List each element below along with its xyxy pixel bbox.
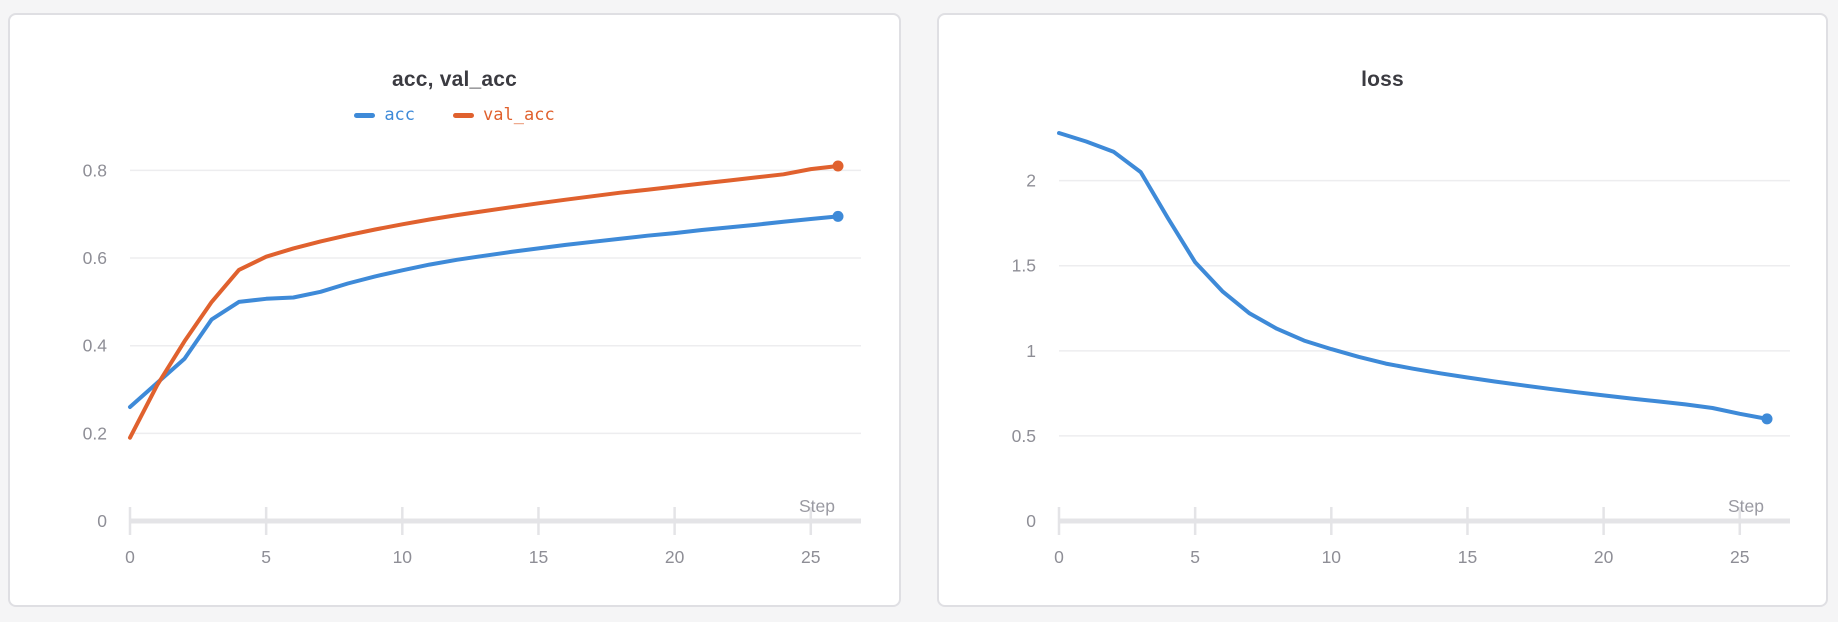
chart-canvas-acc-val-acc[interactable]: 0 0.2 0.4 0.6 0.8 0 5 10 15 20 25 Step — [10, 15, 899, 605]
x-tick-label-25: 25 — [801, 547, 820, 567]
legend-swatch-acc — [354, 112, 376, 118]
series-endpoint-dot-val_acc[interactable] — [832, 160, 844, 172]
y-tick-label-0: 0 — [1026, 511, 1036, 531]
x-tick-label-15: 15 — [1458, 547, 1477, 567]
y-tick-label-1.5: 1.5 — [1012, 256, 1036, 276]
y-tick-label-0.5: 0.5 — [1012, 426, 1036, 446]
chart-title: acc, val_acc — [391, 68, 518, 91]
x-axis-label: Step — [799, 496, 835, 516]
chart-title: loss — [1361, 68, 1404, 91]
y-tick-label-0: 0 — [97, 511, 107, 531]
series-line-loss[interactable] — [1057, 131, 1769, 421]
x-tick-label-10: 10 — [1322, 547, 1342, 567]
x-axis-label: Step — [1728, 496, 1764, 516]
legend-label: val_acc — [483, 105, 555, 125]
y-tick-label-0.4: 0.4 — [83, 336, 108, 356]
legend-swatch-val_acc — [453, 112, 475, 118]
series-line-acc[interactable] — [128, 214, 840, 409]
x-axis-bar — [1059, 518, 1790, 524]
y-tick-label-1: 1 — [1026, 341, 1036, 361]
x-tick-label-15: 15 — [529, 547, 548, 567]
x-tick-label-25: 25 — [1730, 547, 1749, 567]
chart-panel-acc-val-acc: acc, val_acc acc val_acc 0 0.2 0.4 0.6 0.8 0 5 1… — [8, 13, 901, 607]
chart-legend: acc val_acc — [10, 103, 899, 127]
legend-label: acc — [384, 105, 416, 125]
y-tick-label-2: 2 — [1026, 171, 1036, 191]
x-tick-label-10: 10 — [393, 547, 413, 567]
x-tick-label-20: 20 — [1594, 547, 1614, 567]
chart-panel-loss: loss 0 0.5 1 1.5 2 0 5 10 15 20 25 Step — [937, 13, 1828, 607]
y-tick-label-0.2: 0.2 — [83, 423, 107, 443]
x-tick-label-0: 0 — [125, 547, 135, 567]
series-line-val_acc[interactable] — [128, 164, 840, 440]
x-tick-label-5: 5 — [1190, 547, 1200, 567]
y-tick-label-0.8: 0.8 — [83, 160, 107, 180]
y-tick-label-0.6: 0.6 — [83, 248, 107, 268]
x-tick-label-5: 5 — [261, 547, 271, 567]
x-axis-bar — [130, 518, 861, 524]
x-tick-label-0: 0 — [1054, 547, 1064, 567]
legend-item-acc: acc — [354, 105, 415, 125]
x-tick-label-20: 20 — [665, 547, 685, 567]
series-endpoint-dot-acc[interactable] — [832, 210, 844, 222]
series-endpoint-dot-loss[interactable] — [1761, 413, 1773, 425]
legend-item-val_acc: val_acc — [453, 105, 555, 125]
